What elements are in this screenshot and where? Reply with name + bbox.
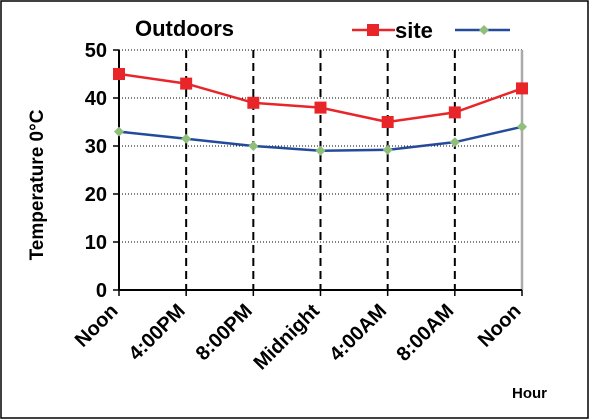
series-2-point	[517, 121, 527, 132]
series-2-point	[449, 137, 460, 148]
legend-series-2-marker	[479, 25, 489, 35]
series-2-point	[315, 145, 326, 156]
series-2-point	[382, 144, 393, 155]
legend-site-label: site	[395, 18, 433, 43]
series-1-point	[448, 106, 461, 119]
y-tick-label: 30	[85, 136, 107, 158]
series	[113, 68, 528, 156]
axes	[113, 49, 523, 296]
y-tick-label: 20	[85, 184, 107, 206]
legend: site	[352, 18, 510, 43]
y-axis-title: Temperature 0°C	[27, 109, 48, 260]
series-1-point	[381, 116, 394, 128]
legend-site-marker	[367, 24, 379, 36]
chart-title: Outdoors	[135, 16, 234, 41]
y-tick-label: 10	[85, 232, 107, 254]
series-2-point	[114, 126, 124, 137]
y-tick-label: 50	[85, 40, 107, 62]
y-tick-label: 0	[96, 280, 107, 302]
series-1-point	[180, 77, 193, 90]
series-1-point	[247, 96, 260, 109]
series-1-point	[516, 82, 528, 95]
series-2-point	[181, 133, 192, 144]
y-tick-label: 40	[85, 88, 107, 110]
series-2-point	[248, 141, 259, 151]
x-axis-title: Hour	[512, 385, 547, 402]
series-1-point	[113, 68, 125, 80]
series-1-point	[314, 101, 327, 114]
